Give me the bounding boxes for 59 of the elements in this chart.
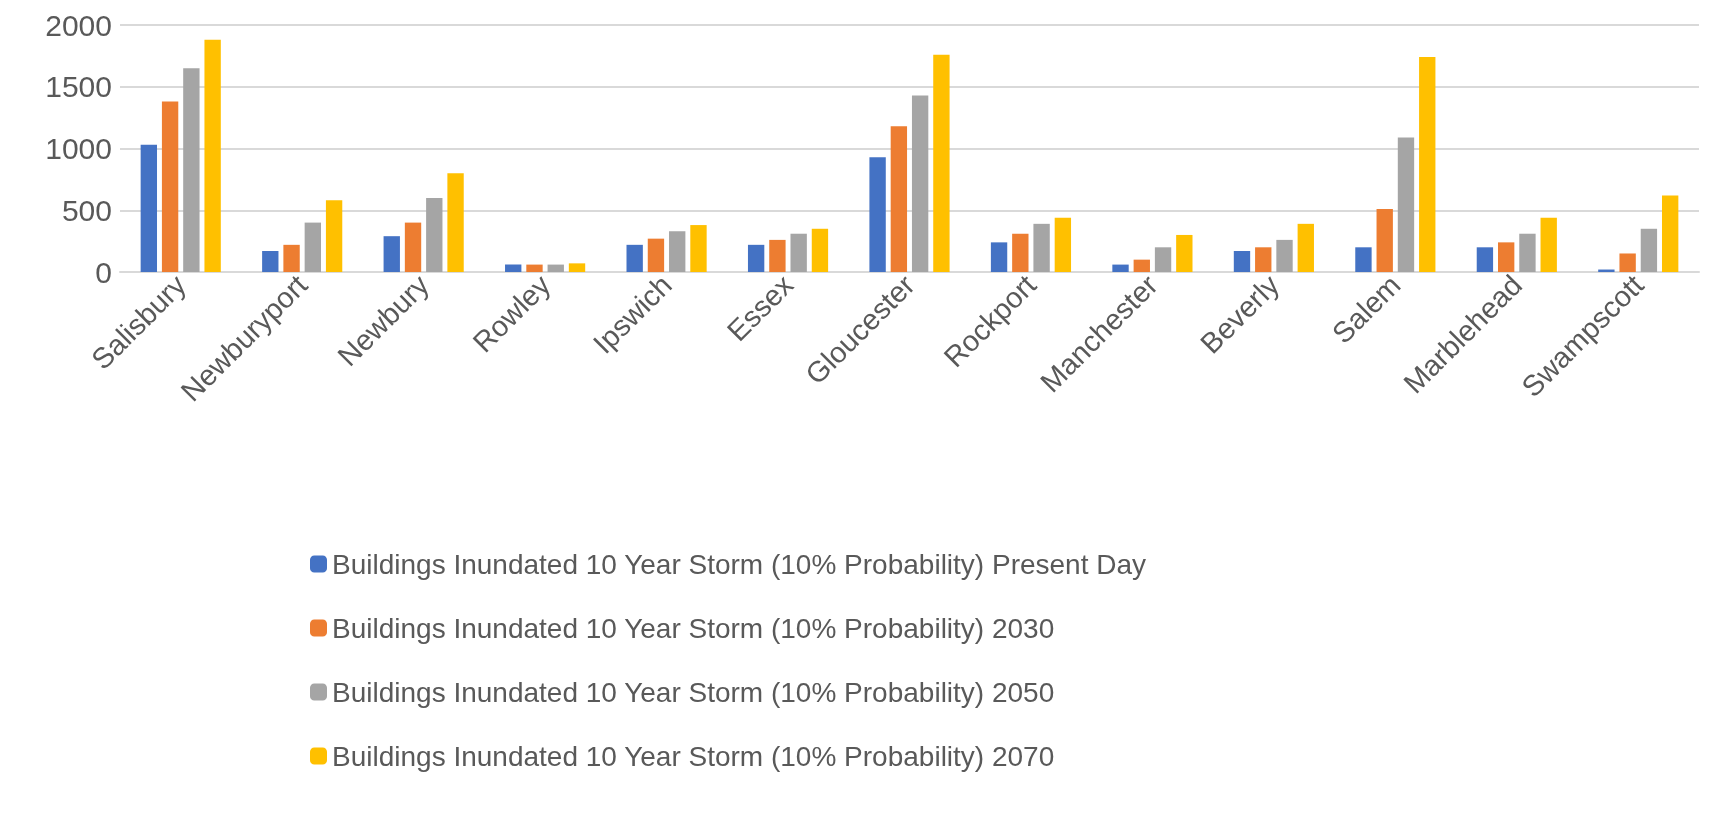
bar bbox=[890, 126, 908, 272]
y-tick-label: 500 bbox=[61, 193, 112, 227]
bar bbox=[1397, 137, 1415, 272]
bar bbox=[747, 244, 765, 272]
bar bbox=[669, 231, 686, 272]
bar bbox=[1033, 223, 1050, 272]
bar bbox=[283, 244, 300, 272]
bar bbox=[204, 39, 221, 272]
bar bbox=[161, 101, 179, 272]
bar bbox=[1355, 247, 1372, 272]
bar bbox=[1640, 228, 1658, 272]
bar bbox=[1276, 239, 1293, 272]
bar bbox=[426, 197, 443, 272]
bar bbox=[547, 264, 564, 272]
bar bbox=[811, 228, 829, 272]
bar bbox=[647, 238, 665, 272]
bar bbox=[933, 54, 950, 272]
bar bbox=[790, 233, 807, 272]
legend-label: Buildings Inundated 10 Year Storm (10% Probability) 2030 bbox=[332, 612, 1055, 644]
bar bbox=[1233, 251, 1251, 272]
bar bbox=[990, 242, 1008, 272]
legend-label: Buildings Inundated 10 Year Storm (10% Probability) 2070 bbox=[332, 740, 1055, 772]
bar bbox=[1154, 247, 1172, 272]
bar bbox=[1176, 234, 1193, 272]
bar bbox=[626, 244, 643, 272]
bar bbox=[1497, 242, 1515, 272]
bar bbox=[262, 251, 279, 272]
legend-label: Buildings Inundated 10 Year Storm (10% Probability) 2050 bbox=[332, 676, 1055, 708]
bar bbox=[568, 263, 586, 272]
bar bbox=[1012, 233, 1029, 272]
y-tick-label: 2000 bbox=[45, 8, 112, 42]
bar bbox=[1297, 223, 1314, 272]
y-tick-label: 1000 bbox=[45, 132, 112, 165]
bar bbox=[1054, 217, 1072, 272]
bar bbox=[1419, 57, 1436, 272]
bar bbox=[304, 222, 322, 272]
bar bbox=[1476, 247, 1494, 272]
bar bbox=[1376, 209, 1393, 272]
bar bbox=[505, 264, 522, 272]
bar bbox=[869, 157, 886, 272]
bar bbox=[183, 68, 200, 272]
bar bbox=[1540, 217, 1557, 272]
bar bbox=[383, 236, 400, 272]
bar bbox=[1519, 233, 1536, 272]
bar bbox=[769, 239, 786, 272]
bar bbox=[1661, 195, 1679, 272]
bar bbox=[325, 200, 343, 272]
bar bbox=[1255, 247, 1272, 272]
y-tick-label: 1500 bbox=[45, 70, 112, 104]
bar bbox=[140, 144, 158, 272]
bar bbox=[1133, 259, 1150, 272]
bar bbox=[526, 264, 543, 272]
bar bbox=[447, 173, 464, 272]
bar bbox=[690, 225, 707, 272]
bar bbox=[1619, 253, 1636, 272]
bar bbox=[911, 95, 929, 272]
bar bbox=[1112, 264, 1129, 272]
bar bbox=[404, 222, 422, 272]
legend-label: Buildings Inundated 10 Year Storm (10% Probability) Present Day bbox=[332, 548, 1147, 580]
